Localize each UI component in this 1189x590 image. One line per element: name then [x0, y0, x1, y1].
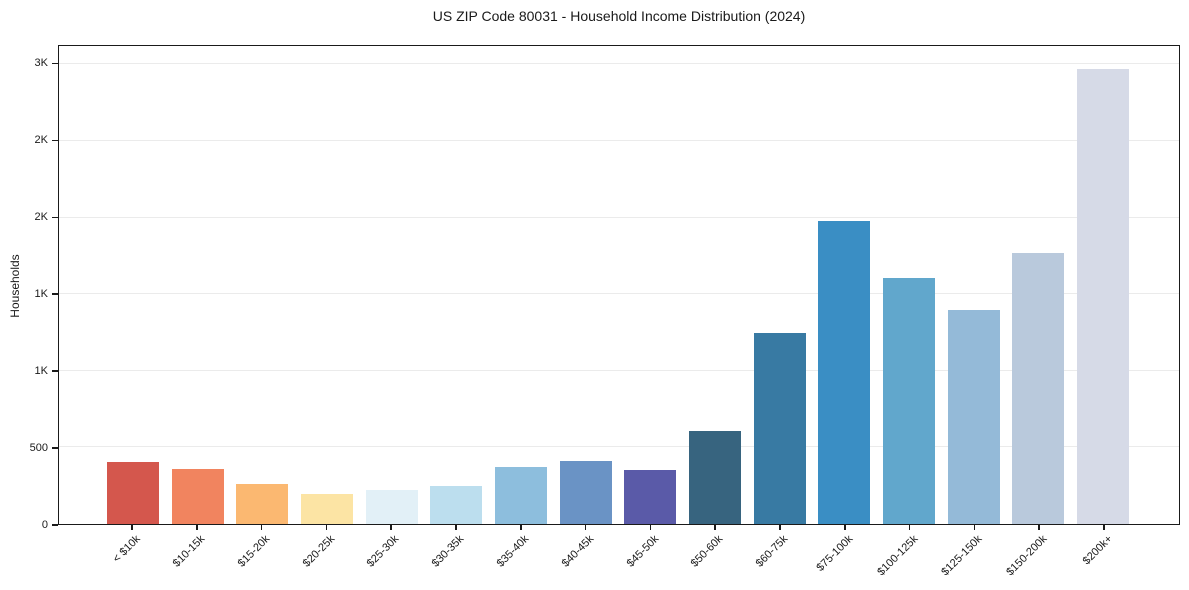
x-tick-label-2: $15-20k: [235, 533, 273, 570]
x-tick-mark-6: [520, 525, 522, 530]
gridline-1k-2: [59, 369, 1179, 371]
bar-30-35k: [430, 485, 483, 524]
x-tick-mark-12: [908, 525, 911, 530]
x-tick-mark-8: [649, 525, 652, 530]
x-tick-mark-3: [325, 525, 328, 530]
x-tick-label-15: $200k+: [1080, 533, 1115, 568]
x-tick-label-0: < $10k: [110, 533, 143, 566]
bar-50-60k: [689, 431, 741, 524]
gridline-1k-3: [59, 293, 1179, 295]
y-tick-mark-0: [52, 524, 58, 526]
y-tick-label-6: 3K: [34, 57, 48, 70]
x-tick-label-8: $45-50k: [624, 533, 661, 570]
x-tick-mark-1: [196, 525, 198, 530]
x-tick-label-6: $35-40k: [494, 533, 532, 570]
plot-area: [58, 45, 1180, 525]
x-tick-label-12: $100-125k: [874, 533, 921, 579]
y-tick-label-2: 1K: [34, 365, 48, 378]
y-axis-label: Households: [8, 254, 22, 318]
y-tick-mark-6: [52, 62, 58, 65]
gridline-2k-4: [59, 216, 1179, 218]
y-tick-mark-4: [52, 216, 58, 219]
x-tick-label-9: $50-60k: [689, 533, 726, 570]
gridline-500-1: [59, 446, 1179, 448]
x-tick-mark-9: [714, 525, 716, 530]
y-tick-label-1: 500: [29, 442, 48, 455]
x-tick-label-11: $75-100k: [814, 533, 856, 574]
x-tick-mark-4: [390, 525, 392, 530]
bar-45-50k: [624, 470, 677, 524]
bar-20-25k: [300, 494, 353, 524]
bar-75-100k: [818, 220, 871, 524]
x-tick-label-3: $20-25k: [300, 533, 337, 570]
x-tick-mark-0: [131, 525, 133, 530]
bar-25-30k: [365, 490, 418, 524]
x-tick-mark-11: [844, 525, 846, 530]
gridline-3k-6: [59, 63, 1179, 65]
x-tick-label-1: $10-15k: [170, 533, 208, 570]
y-tick-label-3: 1K: [34, 288, 48, 301]
x-tick-mark-5: [455, 525, 457, 530]
bar-10-15k: [171, 468, 224, 524]
chart-title: US ZIP Code 80031 - Household Income Dis…: [432, 8, 806, 24]
x-tick-label-7: $40-45k: [559, 533, 597, 570]
x-tick-label-13: $125-150k: [939, 533, 985, 579]
bar-10k: [106, 461, 159, 524]
x-tick-mark-15: [1103, 525, 1105, 530]
y-tick-mark-1: [52, 447, 58, 449]
x-tick-mark-14: [1038, 525, 1040, 530]
bar-40-45k: [559, 461, 612, 524]
bar-150-200k: [1012, 252, 1065, 524]
bar-125-150k: [947, 310, 1000, 524]
gridline-2k-5: [59, 140, 1179, 141]
y-tick-label-0: 0: [41, 519, 48, 531]
x-tick-mark-10: [779, 525, 781, 530]
y-tick-label-5: 2K: [34, 134, 48, 147]
y-tick-mark-5: [52, 139, 58, 142]
y-tick-mark-2: [52, 370, 58, 372]
x-tick-mark-2: [260, 525, 263, 530]
y-tick-label-4: 2K: [34, 211, 48, 224]
x-tick-label-10: $60-75k: [753, 533, 791, 570]
x-tick-mark-13: [973, 525, 976, 530]
bar-60-75k: [753, 333, 806, 524]
x-tick-label-4: $25-30k: [365, 533, 402, 570]
bar-35-40k: [495, 466, 547, 524]
x-tick-mark-7: [584, 525, 587, 530]
x-tick-label-14: $150-200k: [1004, 533, 1050, 579]
y-tick-mark-3: [52, 293, 58, 295]
bar-15-20k: [236, 484, 289, 524]
bar-200k: [1077, 68, 1130, 524]
bar-100-125k: [883, 278, 936, 524]
x-tick-label-5: $30-35k: [429, 533, 467, 570]
